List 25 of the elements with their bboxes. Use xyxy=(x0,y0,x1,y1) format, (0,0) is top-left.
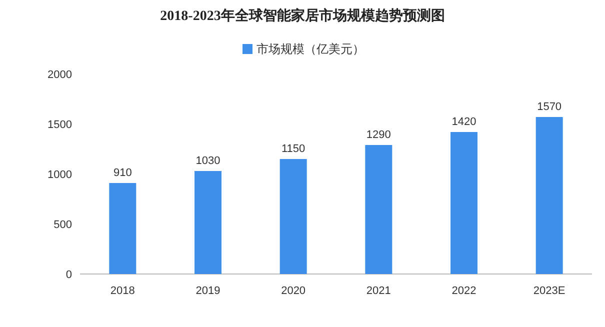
data-label: 1290 xyxy=(366,129,391,141)
y-tick-label: 1500 xyxy=(48,119,72,131)
y-tick-label: 2000 xyxy=(48,69,72,81)
bar xyxy=(109,183,136,274)
x-tick-label: 2023E xyxy=(533,285,566,297)
x-tick-label: 2022 xyxy=(452,285,476,297)
y-tick-label: 0 xyxy=(66,269,72,281)
data-label: 910 xyxy=(113,167,132,179)
bar xyxy=(450,132,478,274)
data-label: 1570 xyxy=(537,101,562,113)
legend-label: 市场规模（亿美元） xyxy=(256,42,364,56)
data-label: 1030 xyxy=(196,155,220,167)
y-tick-label: 1000 xyxy=(48,169,72,181)
x-tick-label: 2021 xyxy=(366,285,391,297)
x-tick-label: 2020 xyxy=(281,285,306,297)
bar xyxy=(194,171,222,274)
y-tick-label: 500 xyxy=(54,219,72,231)
chart-title: 2018-2023年全球智能家居市场规模趋势预测图 xyxy=(160,7,445,24)
bar xyxy=(536,117,563,274)
data-label: 1150 xyxy=(282,143,306,155)
data-label: 1420 xyxy=(452,116,476,128)
x-tick-label: 2019 xyxy=(196,285,220,297)
x-tick-label: 2018 xyxy=(110,285,135,297)
bar xyxy=(365,145,392,274)
bar xyxy=(280,159,307,274)
